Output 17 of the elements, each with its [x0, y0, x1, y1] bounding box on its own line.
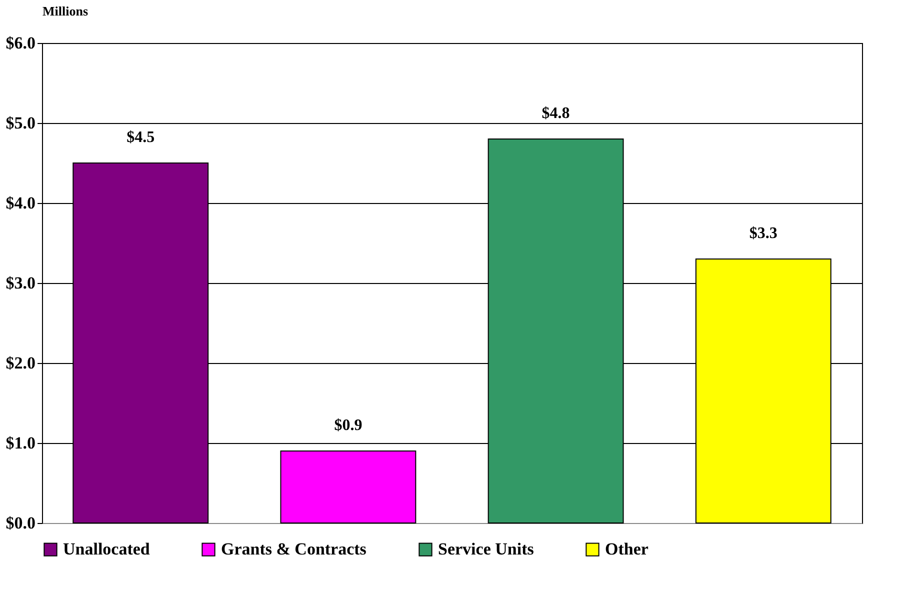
y-tick-label: $1.0 [6, 434, 36, 452]
data-label: $4.8 [542, 105, 570, 122]
bar [280, 450, 416, 524]
y-tick-label: $2.0 [6, 354, 36, 372]
legend-label: Other [605, 540, 649, 559]
data-label: $0.9 [334, 417, 362, 434]
data-label: $3.3 [749, 225, 778, 242]
y-tick-label: $4.0 [6, 194, 36, 212]
y-tick-label: $5.0 [6, 114, 36, 132]
y-tick-label: $6.0 [6, 34, 36, 52]
y-tick-label: $3.0 [6, 274, 36, 292]
data-label: $4.5 [126, 129, 155, 146]
y-axis-title: Millions [42, 4, 88, 18]
legend-label: Service Units [438, 540, 534, 559]
y-tick-label: $0.0 [6, 514, 36, 532]
legend-label: Unallocated [63, 540, 150, 559]
legend-label: Grants & Contracts [221, 540, 367, 559]
